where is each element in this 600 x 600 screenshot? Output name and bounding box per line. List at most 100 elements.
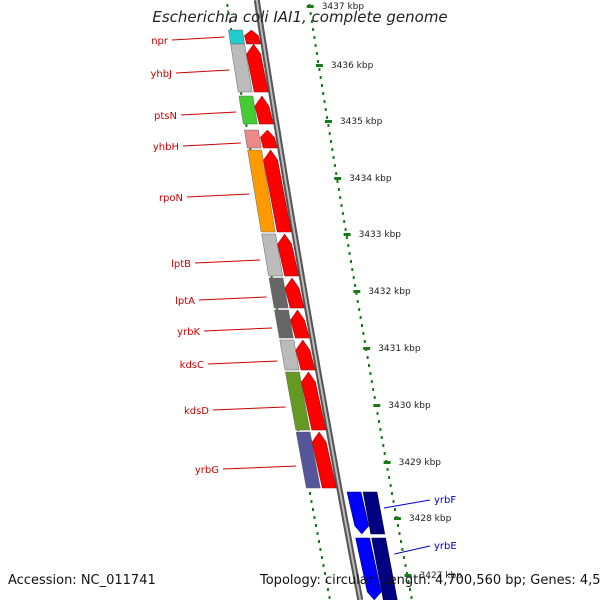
outer-tick bbox=[380, 436, 383, 439]
gene-connector bbox=[175, 69, 230, 74]
gene-arrow-lptA bbox=[284, 277, 305, 309]
gene-connector bbox=[171, 36, 225, 41]
outer-tick bbox=[406, 572, 408, 575]
outer-tick bbox=[409, 588, 411, 591]
gene-arrow-yhbJ bbox=[246, 43, 269, 93]
cog-box-yrbG bbox=[295, 431, 321, 489]
outer-tick bbox=[370, 380, 373, 383]
outer-tick bbox=[319, 76, 322, 79]
outer-tick bbox=[350, 260, 352, 263]
gene-labels: npr yhbJ ptsN yhbH rpoN lptB lptA yrbK kdsC kdsD y… bbox=[150, 36, 457, 555]
outer-tick bbox=[366, 356, 369, 359]
outer-tick bbox=[327, 124, 330, 127]
outer-tick bbox=[340, 204, 343, 207]
gene-arrow-ptsN bbox=[254, 95, 274, 125]
major-tick bbox=[324, 120, 332, 123]
cog-box-yrbF bbox=[362, 491, 386, 535]
genome-stats-text: Topology: circular; Length: 4,700,560 bp… bbox=[260, 573, 600, 588]
scale-label: 3433 kbp bbox=[359, 230, 402, 240]
genome-backbone bbox=[253, 0, 364, 600]
scale-label: 3428 kbp bbox=[409, 514, 452, 524]
gene-connector bbox=[383, 499, 431, 509]
inner-tick bbox=[319, 548, 322, 551]
cog-color-boxes bbox=[228, 29, 398, 600]
outer-tick bbox=[343, 220, 346, 223]
major-tick bbox=[306, 5, 314, 8]
scale-label: 3437 kbp bbox=[322, 2, 365, 12]
cog-box-ptsN bbox=[238, 95, 258, 125]
cog-box-kdsC bbox=[279, 339, 300, 371]
inner-tick bbox=[276, 308, 279, 311]
accession-text: Accession: NC_011741 bbox=[8, 573, 156, 588]
outer-tick bbox=[368, 364, 370, 367]
inner-tick bbox=[249, 148, 252, 151]
outer-tick bbox=[314, 44, 317, 47]
outer-tick bbox=[359, 316, 362, 319]
outer-tick bbox=[400, 540, 402, 543]
outer-tick bbox=[402, 556, 405, 559]
inner-tick bbox=[315, 524, 317, 527]
inner-tick bbox=[240, 92, 243, 95]
outer-tick bbox=[352, 276, 355, 279]
outer-tick bbox=[347, 244, 350, 247]
outer-tick bbox=[373, 396, 376, 399]
outer-tick bbox=[372, 388, 375, 391]
outer-tick bbox=[392, 500, 395, 503]
outer-tick bbox=[317, 60, 320, 63]
outer-tick bbox=[318, 68, 321, 71]
cog-box-yrbK bbox=[274, 309, 294, 339]
inner-tick bbox=[309, 492, 311, 495]
outer-tick bbox=[339, 196, 342, 199]
inner-tick bbox=[228, 20, 231, 23]
outer-tick bbox=[394, 508, 396, 511]
outer-tick bbox=[341, 212, 344, 215]
outer-tick bbox=[324, 108, 327, 111]
inner-tick bbox=[313, 516, 316, 519]
outer-tick bbox=[309, 12, 312, 15]
outer-tick bbox=[335, 172, 338, 175]
gene-arrow-rpoN bbox=[263, 149, 292, 233]
scale-label: 3430 kbp bbox=[388, 401, 431, 411]
gene-label-lptA: lptA bbox=[175, 296, 195, 307]
inner-tick bbox=[325, 580, 328, 583]
major-tick bbox=[393, 517, 401, 520]
major-tick bbox=[343, 233, 351, 236]
gene-label-kdsD: kdsD bbox=[184, 406, 209, 417]
gene-label-yhbH: yhbH bbox=[153, 142, 179, 153]
inner-tick bbox=[320, 556, 323, 559]
major-tick bbox=[363, 347, 371, 350]
outer-tick bbox=[313, 36, 316, 39]
gene-label-yrbK: yrbK bbox=[177, 327, 200, 338]
scale-label: 3434 kbp bbox=[349, 174, 392, 184]
gene-connector bbox=[394, 545, 431, 555]
outer-tick bbox=[321, 84, 323, 87]
inner-tick bbox=[270, 276, 273, 279]
gene-arrow-yrbE bbox=[355, 537, 382, 600]
scale-label: 3427 kbp bbox=[420, 571, 463, 581]
outer-tick bbox=[336, 180, 339, 183]
gene-connector bbox=[203, 327, 272, 332]
major-tick bbox=[404, 574, 412, 577]
gene-label-npr: npr bbox=[151, 36, 169, 47]
outer-tick bbox=[348, 252, 351, 255]
outer-tick bbox=[391, 492, 393, 495]
gene-arrow-npr bbox=[244, 29, 261, 45]
outer-tick bbox=[310, 20, 313, 23]
outer-tick bbox=[351, 268, 354, 271]
inner-tick bbox=[328, 596, 331, 599]
major-tick bbox=[373, 404, 381, 407]
gene-arrow-kdsC bbox=[295, 339, 316, 371]
outer-tick bbox=[382, 444, 385, 447]
scale-label: 3432 kbp bbox=[368, 287, 411, 297]
gene-label-yrbE: yrbE bbox=[434, 541, 457, 552]
cog-box-lptA bbox=[268, 277, 289, 309]
major-tick bbox=[383, 461, 391, 464]
gene-connector bbox=[207, 360, 278, 365]
major-tick bbox=[353, 290, 361, 293]
gene-label-yhbJ: yhbJ bbox=[150, 69, 172, 80]
gene-connector bbox=[212, 406, 286, 411]
outer-tick bbox=[358, 308, 361, 311]
outer-tick bbox=[369, 372, 372, 375]
gene-connector bbox=[198, 296, 267, 301]
inner-tick bbox=[316, 532, 319, 535]
